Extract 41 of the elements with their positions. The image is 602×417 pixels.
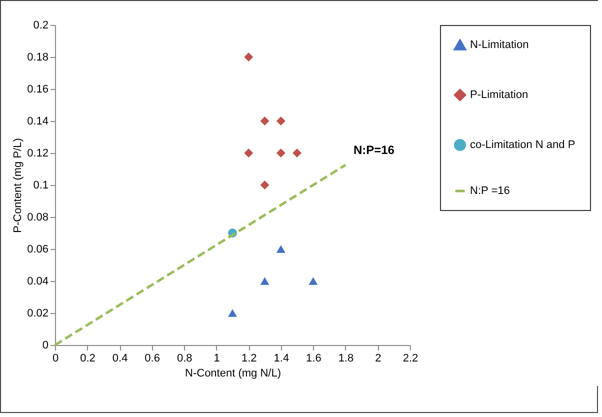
y-tick-label: 0.04 bbox=[27, 276, 48, 288]
y-tick-label: 0.1 bbox=[33, 180, 48, 192]
x-tick-label: 0.2 bbox=[80, 352, 96, 364]
annotation: N:P=16 bbox=[353, 143, 395, 157]
point bbox=[228, 309, 237, 317]
y-tick-label: 0.2 bbox=[33, 20, 48, 32]
point bbox=[260, 277, 270, 285]
y-axis-title: P-Content (mg P/L) bbox=[12, 138, 24, 233]
y-tick-label: 0.08 bbox=[27, 212, 48, 224]
x-tick-label: 2 bbox=[375, 352, 382, 364]
legend-label: P-Limitation bbox=[470, 89, 528, 101]
y-tick-label: 0.02 bbox=[27, 308, 48, 320]
point bbox=[260, 180, 270, 190]
x-tick-label: 1.2 bbox=[241, 352, 257, 364]
x-tick-label: 1.4 bbox=[274, 352, 290, 364]
point bbox=[276, 148, 286, 158]
point bbox=[292, 148, 302, 158]
point bbox=[244, 148, 254, 158]
point bbox=[260, 116, 270, 126]
y-tick-label: 0 bbox=[42, 340, 48, 352]
y-tick-label: 0.18 bbox=[27, 52, 48, 64]
y-tick-label: 0.12 bbox=[27, 148, 48, 160]
x-tick-label: 1.8 bbox=[338, 352, 354, 364]
x-tick-label: 1 bbox=[214, 352, 220, 364]
point bbox=[276, 245, 286, 253]
x-tick-label: 0.6 bbox=[144, 352, 160, 364]
point bbox=[308, 277, 318, 285]
y-tick-label: 0.14 bbox=[27, 116, 48, 128]
x-tick-label: 0 bbox=[52, 352, 59, 364]
x-axis-title: N-Content (mg N/L) bbox=[185, 368, 281, 380]
legend-label: co-Limitation N and P bbox=[470, 139, 576, 151]
y-tick-label: 0.06 bbox=[27, 244, 48, 256]
legend-label: N-Limitation bbox=[470, 39, 529, 51]
point bbox=[276, 116, 286, 126]
x-tick-label: 1.6 bbox=[306, 352, 322, 364]
point bbox=[244, 52, 254, 62]
x-tick-label: 0.4 bbox=[112, 352, 128, 364]
legend-label: N:P =16 bbox=[470, 185, 510, 197]
y-tick-label: 0.16 bbox=[27, 84, 48, 96]
x-tick-label: 2.2 bbox=[402, 352, 418, 364]
x-tick-label: 0.8 bbox=[176, 352, 192, 364]
